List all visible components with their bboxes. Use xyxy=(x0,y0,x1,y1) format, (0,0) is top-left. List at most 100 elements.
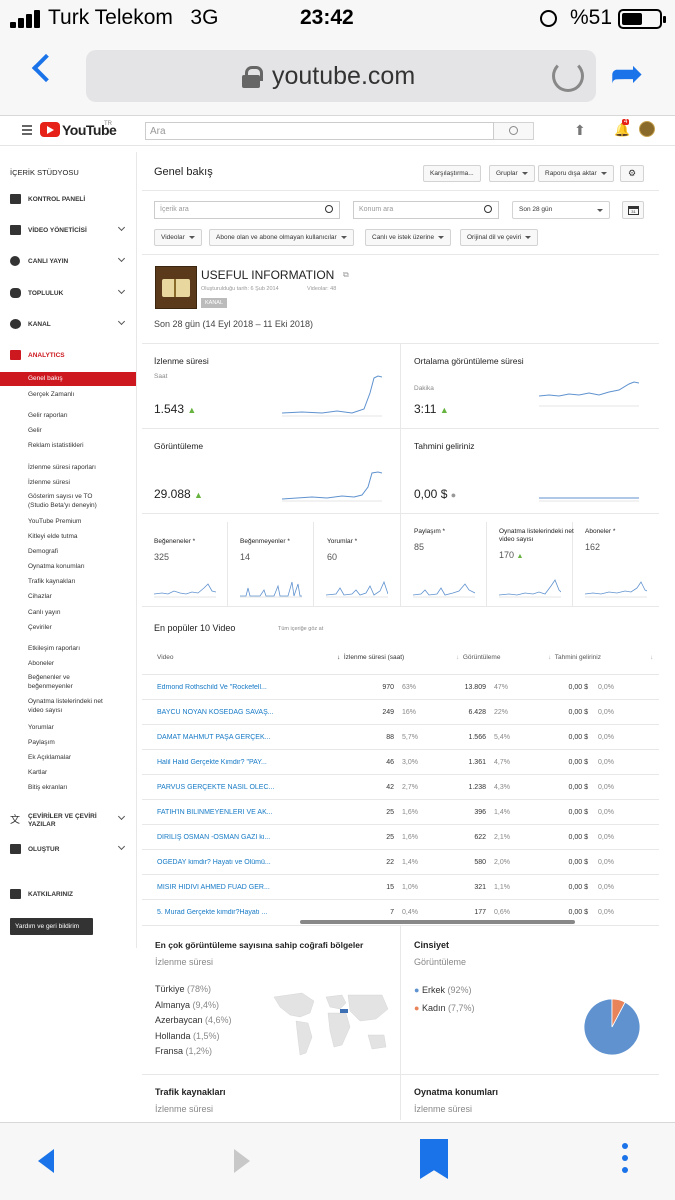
location-search-input[interactable]: Konum ara xyxy=(353,201,499,219)
sidebar-sub-annotations[interactable]: Ek Açıklamalar xyxy=(28,754,71,761)
sidebar-sub-likes[interactable]: Beğenenler ve xyxy=(28,674,70,681)
filter-subscribers[interactable]: Abone olan ve abone olmayan kullanıcılar xyxy=(209,229,354,246)
compare-button[interactable]: Karşılaştırma... xyxy=(423,165,481,182)
channel-name[interactable]: USEFUL INFORMATION xyxy=(201,268,335,282)
video-title-link[interactable]: PARVUS GERÇEKTE NASIL ÖLEC... xyxy=(157,784,275,791)
sidebar-sub-overview[interactable]: Genel bakış xyxy=(28,375,63,382)
sidebar-sub-studio-beta[interactable]: (Studio Beta'yı deneyin) xyxy=(28,502,97,509)
video-title-link[interactable]: ÖGEDAY kimdir? Hayatı ve Ölümü... xyxy=(157,859,271,866)
metric-shares[interactable]: Paylaşım * 85 xyxy=(401,514,486,606)
upload-icon[interactable]: ⬆ xyxy=(574,122,586,138)
metric-avg-view-duration[interactable]: Ortalama görüntüleme süresi Dakika 3:11 … xyxy=(401,343,659,428)
video-title-link[interactable]: 5. Murad Gerçekte kimdir?Hayatı ... xyxy=(157,909,268,916)
sidebar-sub-ad-stats[interactable]: Reklam istatistikleri xyxy=(28,442,84,449)
sidebar-sub-demographics[interactable]: Demografi xyxy=(28,548,58,555)
sidebar-item-translations[interactable]: 文 ÇEVİRİLER VE ÇEVİRİ YAZILAR xyxy=(0,808,136,832)
sidebar-sub-revenue-reports[interactable]: Gelir raporları xyxy=(28,412,68,419)
sidebar-sub-realtime[interactable]: Gerçek Zamanlı xyxy=(28,391,75,398)
sidebar-item-create[interactable]: OLUŞTUR xyxy=(0,840,136,860)
horizontal-scrollbar[interactable] xyxy=(300,920,575,924)
sidebar-sub-live[interactable]: Canlı yayın xyxy=(28,609,61,616)
metric-revenue[interactable]: Tahmini geliriniz 0,00 $ ● xyxy=(401,429,659,513)
sidebar-item-live[interactable]: CANLI YAYIN xyxy=(0,252,136,272)
sidebar-sub-comments[interactable]: Yorumlar xyxy=(28,724,54,731)
column-header-revenue[interactable]: ↓ Tahmini geliriniz xyxy=(548,654,601,661)
more-options-icon[interactable] xyxy=(622,1143,628,1149)
export-report-button[interactable]: Raporu dışa aktar xyxy=(538,165,614,182)
table-row[interactable]: FATİH'İN BİLİNMEYENLERİ VE AK... 25 1,6% 39… xyxy=(142,799,659,824)
sidebar-sub-translations[interactable]: Çeviriler xyxy=(28,624,52,631)
groups-button[interactable]: Gruplar xyxy=(489,165,535,182)
sidebar-sub-sharing[interactable]: Paylaşım xyxy=(28,739,55,746)
table-row[interactable]: ÖGEDAY kimdir? Hayatı ve Ölümü... 22 1,4% 5… xyxy=(142,849,659,874)
sort-arrow-icon[interactable]: ↓ xyxy=(650,654,654,661)
filter-live[interactable]: Canlı ve istek üzerine xyxy=(365,229,452,246)
metric-comments[interactable]: Yorumlar * 60 xyxy=(314,514,400,606)
metric-playlists[interactable]: Oynatma listelerindeki net video sayısı … xyxy=(487,514,574,606)
sidebar-sub-watch-reports[interactable]: İzlenme süresi raporları xyxy=(28,464,96,471)
filter-language[interactable]: Orijinal dil ve çeviri xyxy=(460,229,539,246)
video-title-link[interactable]: DAMAT MAHMUT PAŞA GERÇEK... xyxy=(157,734,271,741)
sidebar-item-channel[interactable]: KANAL xyxy=(0,315,136,335)
video-title-link[interactable]: FATİH'İN BİLİNMEYENLERİ VE AK... xyxy=(157,809,273,816)
sidebar-sub-premium[interactable]: YouTube Premium xyxy=(28,518,82,525)
date-range-select[interactable]: Son 28 gün xyxy=(512,201,610,219)
sidebar-item-analytics[interactable]: ANALYTICS xyxy=(0,346,136,366)
table-row[interactable]: DİRİLİŞ OSMAN -OSMAN GAZİ ki... 25 1,6% 622… xyxy=(142,824,659,849)
table-row[interactable]: 5. Murad Gerçekte kimdir?Hayatı ... 7 0,4%… xyxy=(142,899,659,924)
sidebar-item-contributions[interactable]: KATKILARINIZ xyxy=(0,885,136,905)
sidebar-sub-devices[interactable]: Cihazlar xyxy=(28,593,52,600)
table-row[interactable]: BAYCU NOYAN KÖSEDAĞ SAVAŞ... 249 16% 6.428 2… xyxy=(142,699,659,724)
menu-icon[interactable] xyxy=(22,125,32,127)
sidebar-sub-watch-time[interactable]: İzlenme süresi xyxy=(28,479,70,486)
sidebar-item-video-manager[interactable]: VİDEO YÖNETİCİSİ xyxy=(0,221,136,241)
metric-subscribers[interactable]: Aboneler * 162 xyxy=(573,514,659,606)
metric-views[interactable]: Görüntüleme 29.088 ▲ xyxy=(142,429,400,513)
metric-watch-time[interactable]: İzlenme süresi Saat 1.543 ▲ xyxy=(142,343,400,428)
settings-button[interactable]: ⚙ xyxy=(620,165,644,182)
bookmark-icon[interactable] xyxy=(420,1139,448,1179)
sidebar-sub-cards[interactable]: Kartlar xyxy=(28,769,48,776)
notification-bell-icon[interactable]: 🔔 xyxy=(614,122,631,137)
address-bar[interactable]: youtube.com xyxy=(86,50,596,102)
sidebar-sub-traffic-sources[interactable]: Trafik kaynakları xyxy=(28,578,76,585)
content-search-input[interactable]: İçerik ara xyxy=(154,201,340,219)
sidebar-sub-playlists[interactable]: Oynatma listelerindeki net xyxy=(28,698,103,705)
column-header-views[interactable]: ↓ Görüntüleme xyxy=(456,654,501,661)
sidebar-item-dashboard[interactable]: KONTROL PANELİ xyxy=(0,190,136,210)
metric-likes[interactable]: Beğeneneler * 325 xyxy=(142,514,227,606)
sidebar-sub-playback-locations[interactable]: Oynatma konumları xyxy=(28,563,85,570)
search-input[interactable]: Ara xyxy=(145,122,494,140)
forward-icon[interactable] xyxy=(234,1149,250,1173)
reload-icon[interactable] xyxy=(552,60,584,92)
table-row[interactable]: MISIR HİDİVİ AHMED FUAD GER... 15 1,0% 321 1… xyxy=(142,874,659,899)
back-arrow-icon[interactable] xyxy=(31,53,61,83)
calendar-button[interactable]: 31 xyxy=(622,201,644,219)
table-row[interactable]: DAMAT MAHMUT PAŞA GERÇEK... 88 5,7% 1.566 5,… xyxy=(142,724,659,749)
table-row[interactable]: Edmond Rothschild Ve "Rockefell... 970 63%… xyxy=(142,674,659,699)
sidebar-sub-impressions[interactable]: Gösterim sayısı ve TO xyxy=(28,493,93,500)
external-link-icon[interactable]: ⧉ xyxy=(343,270,349,279)
sidebar-sub-end-screens[interactable]: Bitiş ekranları xyxy=(28,784,68,791)
sidebar-sub-playlists-2[interactable]: video sayısı xyxy=(28,707,63,714)
share-arrow-icon[interactable]: ➦ xyxy=(610,52,644,96)
filter-videos[interactable]: Videolar xyxy=(154,229,202,246)
table-row[interactable]: PARVUS GERÇEKTE NASIL ÖLEC... 42 2,7% 1.238… xyxy=(142,774,659,799)
sidebar-sub-revenue[interactable]: Gelir xyxy=(28,427,42,434)
column-header-watch-time[interactable]: ↓ İzlenme süresi (saat) xyxy=(337,654,405,661)
video-title-link[interactable]: MISIR HİDİVİ AHMED FUAD GER... xyxy=(157,884,270,891)
table-row[interactable]: Halil Halid Gerçekte Kimdir? "PAY... 46 3,… xyxy=(142,749,659,774)
youtube-logo-icon[interactable] xyxy=(40,122,60,137)
video-title-link[interactable]: BAYCU NOYAN KÖSEDAĞ SAVAŞ... xyxy=(157,709,274,716)
avatar[interactable] xyxy=(639,121,655,137)
video-title-link[interactable]: DİRİLİŞ OSMAN -OSMAN GAZİ ki... xyxy=(157,834,271,841)
sidebar-sub-engagement-reports[interactable]: Etkileşim raporları xyxy=(28,645,81,652)
sidebar-item-community[interactable]: TOPLULUK xyxy=(0,284,136,304)
video-title-link[interactable]: Halil Halid Gerçekte Kimdir? "PAY... xyxy=(157,759,267,766)
youtube-logo-text[interactable]: YouTube xyxy=(62,122,117,138)
sidebar-sub-subscribers[interactable]: Aboneler xyxy=(28,660,55,667)
metric-dislikes[interactable]: Beğenmeyenler * 14 xyxy=(228,514,313,606)
sidebar-sub-likes-2[interactable]: beğenmeyenler xyxy=(28,683,73,690)
sidebar-sub-retention[interactable]: Kitleyi elde tutma xyxy=(28,533,78,540)
help-feedback-button[interactable]: Yardım ve geri bildirim xyxy=(10,918,93,935)
